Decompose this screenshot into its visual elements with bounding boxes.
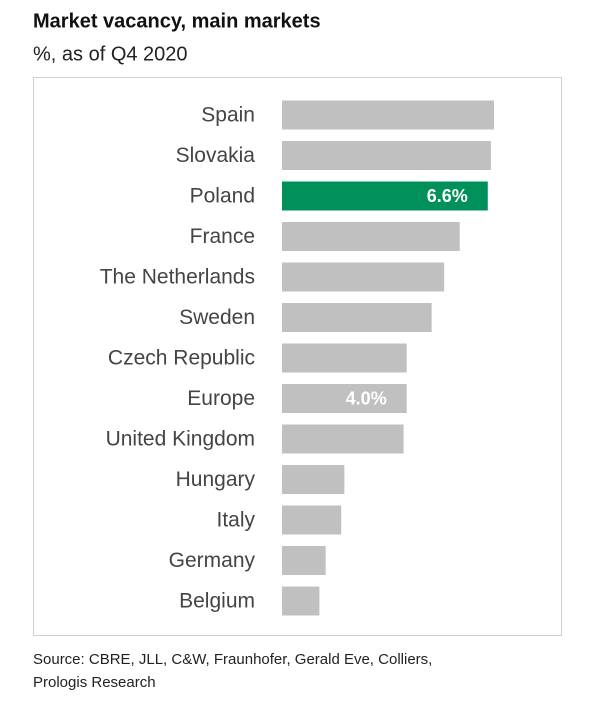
source-note: Prologis Research: [33, 674, 156, 691]
chart-frame: [33, 77, 562, 636]
bar: [282, 303, 432, 332]
chart-title: Market vacancy, main markets: [33, 10, 321, 32]
bar: [282, 181, 488, 211]
category-label: Poland: [190, 185, 255, 208]
category-label: United Kingdom: [106, 428, 255, 451]
bar: [282, 465, 345, 494]
bar: [282, 546, 326, 575]
category-label: France: [190, 225, 255, 248]
category-label: The Netherlands: [100, 266, 255, 289]
category-label: Hungary: [176, 468, 256, 491]
bar: [282, 262, 445, 292]
bar: [282, 424, 404, 454]
category-label: Czech Republic: [108, 347, 255, 370]
chart-subtitle: %, as of Q4 2020: [33, 43, 188, 65]
value-label: 4.0%: [346, 388, 387, 408]
category-label: Sweden: [179, 306, 255, 329]
category-label: Italy: [216, 509, 255, 532]
bar: [282, 384, 407, 413]
category-label: Belgium: [179, 590, 255, 613]
category-label: Slovakia: [176, 144, 256, 167]
category-label: Spain: [201, 104, 255, 127]
category-label: Europe: [187, 387, 255, 410]
category-label: Germany: [169, 549, 256, 572]
bar: [282, 505, 342, 535]
bar: [282, 222, 460, 251]
bar: [282, 100, 494, 130]
bar: [282, 586, 320, 616]
source-note: Source: CBRE, JLL, C&W, Fraunhofer, Gera…: [33, 651, 432, 668]
bar: [282, 343, 407, 373]
value-label: 6.6%: [427, 186, 468, 206]
bar: [282, 141, 491, 170]
